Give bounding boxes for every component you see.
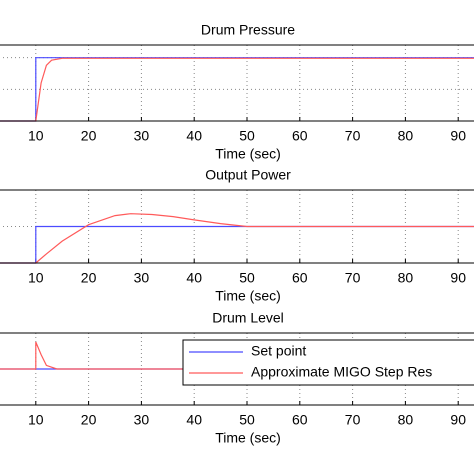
x-tick-label: 50 xyxy=(239,270,255,286)
x-tick-label: 10 xyxy=(28,412,44,428)
x-tick-label: 70 xyxy=(345,270,361,286)
series-line xyxy=(0,341,474,370)
x-tick-label: 40 xyxy=(186,270,202,286)
x-tick-label: 40 xyxy=(186,412,202,428)
x-tick-label: 10 xyxy=(28,270,44,286)
x-tick-label: 60 xyxy=(292,412,308,428)
x-tick-label: 90 xyxy=(450,128,466,144)
x-tick-label: 20 xyxy=(81,412,97,428)
x-tick-label: 90 xyxy=(450,270,466,286)
subplot-title: Drum Pressure xyxy=(201,22,295,38)
subplot-title: Drum Level xyxy=(212,310,284,326)
plot-frame xyxy=(0,44,474,122)
x-axis-label: Time (sec) xyxy=(215,288,281,304)
legend-label: Set point xyxy=(251,343,306,359)
x-tick-label: 60 xyxy=(292,270,308,286)
legend-box xyxy=(182,339,474,386)
x-axis-label: Time (sec) xyxy=(215,430,281,446)
x-tick-label: 70 xyxy=(345,412,361,428)
x-tick-label: 50 xyxy=(239,128,255,144)
x-tick-label: 80 xyxy=(398,128,414,144)
series-line xyxy=(0,57,474,122)
x-tick-label: 30 xyxy=(134,270,150,286)
x-tick-label: 80 xyxy=(398,412,414,428)
series-line xyxy=(0,213,474,264)
x-tick-label: 30 xyxy=(134,128,150,144)
x-tick-label: 10 xyxy=(28,128,44,144)
x-tick-label: 20 xyxy=(81,270,97,286)
subplot-title: Output Power xyxy=(205,167,291,183)
x-tick-label: 70 xyxy=(345,128,361,144)
plot-area xyxy=(0,45,474,121)
plot-frame xyxy=(0,189,474,264)
x-tick-label: 20 xyxy=(81,128,97,144)
x-tick-label: 40 xyxy=(186,128,202,144)
x-tick-label: 60 xyxy=(292,128,308,144)
x-axis-label: Time (sec) xyxy=(215,146,281,162)
x-tick-label: 30 xyxy=(134,412,150,428)
legend-label: Approximate MIGO Step Res xyxy=(251,364,432,380)
x-tick-label: 80 xyxy=(398,270,414,286)
plot-frame xyxy=(0,332,474,406)
x-tick-label: 90 xyxy=(450,412,466,428)
x-tick-label: 50 xyxy=(239,412,255,428)
